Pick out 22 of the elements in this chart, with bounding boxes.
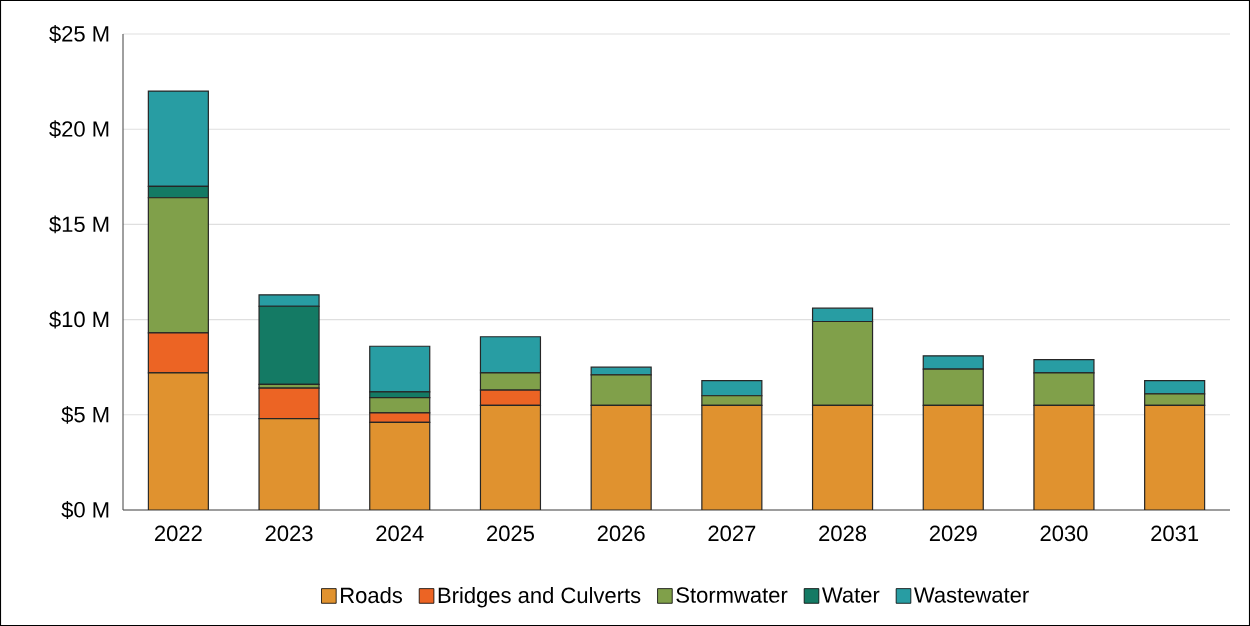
y-tick-label: $5 M bbox=[61, 405, 109, 424]
legend-label: Roads bbox=[341, 587, 403, 604]
y-tick-label: $15 M bbox=[49, 215, 109, 234]
legend-label: Water bbox=[822, 587, 880, 603]
y-tick-label: $0 M bbox=[61, 501, 109, 519]
x-tick-label: 2023 bbox=[265, 525, 313, 542]
legend-label: Wastewater bbox=[914, 587, 1029, 603]
x-tick-label: 2025 bbox=[487, 525, 534, 542]
x-tick-label: 2027 bbox=[708, 525, 756, 542]
y-tick-label: $10 M bbox=[49, 310, 109, 329]
x-tick-label: 2022 bbox=[154, 525, 202, 542]
x-tick-label: 2031 bbox=[1151, 525, 1199, 542]
x-tick-label: 2030 bbox=[1040, 525, 1088, 542]
y-tick-label: $25 M bbox=[49, 25, 109, 43]
legend-label: Bridges and Culverts bbox=[438, 587, 641, 608]
x-tick-label: 2024 bbox=[376, 525, 424, 542]
x-tick-label: 2026 bbox=[597, 525, 645, 542]
x-tick-label: 2028 bbox=[819, 525, 867, 542]
legend-label: Stormwater bbox=[676, 587, 788, 603]
bar bbox=[369, 345, 431, 393]
x-tick-label: 2029 bbox=[929, 525, 977, 542]
y-tick-label: $20 M bbox=[49, 120, 109, 139]
